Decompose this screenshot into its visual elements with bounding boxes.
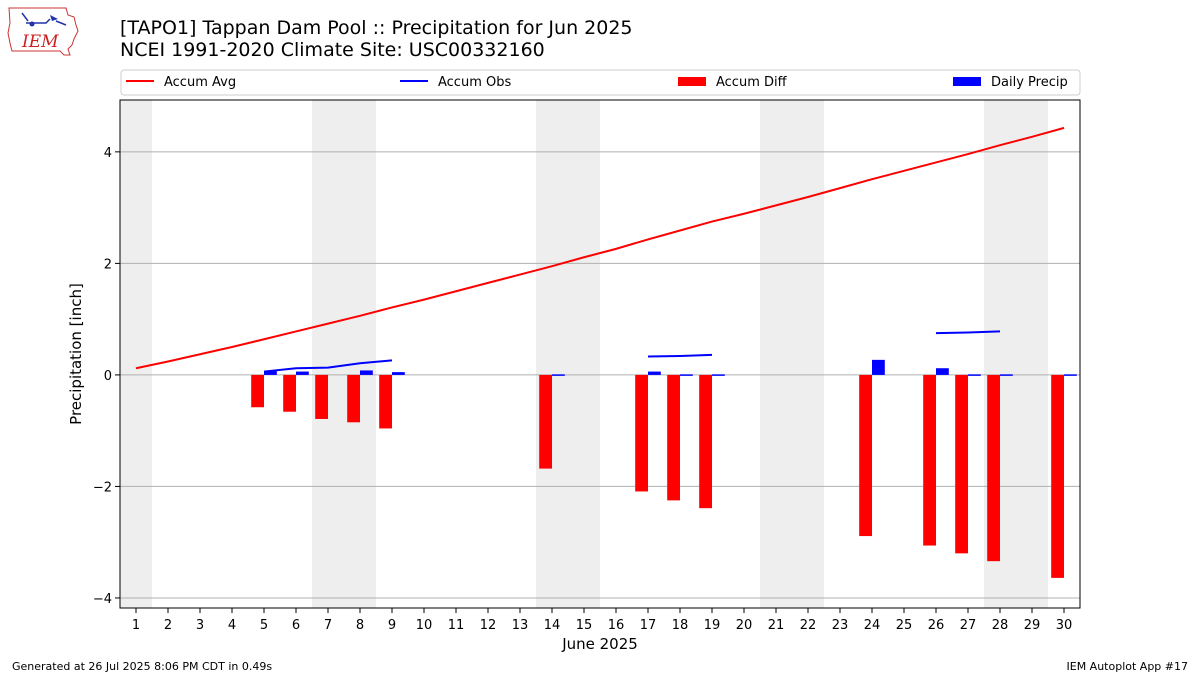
x-tick-label: 25: [896, 618, 913, 633]
daily-precip-bar: [552, 374, 565, 376]
daily-precip-bar: [872, 359, 885, 375]
accum-diff-bar: [379, 374, 392, 429]
x-tick-label: 22: [800, 618, 817, 633]
legend-label: Accum Diff: [716, 75, 788, 90]
accum-diff-bar: [347, 374, 360, 423]
x-tick-label: 29: [1024, 618, 1041, 633]
x-tick-label: 1: [132, 618, 140, 633]
daily-precip-bar: [680, 374, 693, 376]
x-tick-label: 28: [992, 618, 1009, 633]
accum-diff-bar: [699, 374, 712, 509]
accum-diff-bar: [1051, 374, 1064, 578]
accum-diff-bar: [923, 374, 936, 546]
chart-title: [TAPO1] Tappan Dam Pool :: Precipitation…: [120, 17, 633, 61]
x-tick-label: 4: [228, 618, 236, 633]
x-tick-label: 30: [1056, 618, 1073, 633]
legend-label: Accum Avg: [164, 75, 236, 90]
weekend-band: [760, 100, 824, 608]
x-tick-label: 23: [832, 618, 849, 633]
x-tick-label: 20: [736, 618, 753, 633]
weekend-band: [312, 100, 376, 608]
daily-precip-bar: [264, 371, 277, 375]
app-note: IEM Autoplot App #17: [1066, 660, 1189, 673]
y-axis-label: Precipitation [inch]: [67, 283, 85, 425]
daily-precip-bar: [968, 374, 981, 376]
accum-diff-bar: [955, 374, 968, 554]
y-tick-label: 4: [104, 146, 112, 161]
title-line-2: NCEI 1991-2020 Climate Site: USC00332160: [120, 39, 545, 61]
generated-note: Generated at 26 Jul 2025 8:06 PM CDT in …: [12, 660, 273, 673]
x-tick-label: 14: [544, 618, 561, 633]
x-tick-label: 15: [576, 618, 593, 633]
accum-diff-bar: [667, 374, 680, 501]
daily-precip-bar: [1000, 374, 1013, 376]
x-tick-label: 26: [928, 618, 945, 633]
x-tick-label: 10: [416, 618, 433, 633]
x-tick-label: 13: [512, 618, 529, 633]
x-tick-label: 9: [388, 618, 396, 633]
x-tick-label: 18: [672, 618, 689, 633]
legend-box: [120, 69, 1081, 96]
weekend-band: [120, 100, 152, 608]
weekend-band: [536, 100, 600, 608]
accum-diff-bar: [315, 374, 328, 419]
y-tick-label: 0: [104, 369, 112, 384]
x-tick-label: 24: [864, 618, 881, 633]
daily-precip-bar: [392, 372, 405, 375]
x-tick-label: 11: [448, 618, 465, 633]
daily-precip-bar: [648, 371, 661, 375]
daily-precip-bar: [360, 370, 373, 375]
x-tick-label: 7: [324, 618, 332, 633]
x-tick-label: 8: [356, 618, 364, 633]
accum-diff-bar: [251, 374, 264, 408]
iem-logo: IEM: [6, 5, 82, 63]
x-tick-label: 19: [704, 618, 721, 633]
legend-label: Accum Obs: [438, 75, 511, 90]
legend-label: Daily Precip: [991, 75, 1068, 90]
accum-diff-bar: [859, 374, 872, 537]
accum-obs-line: [263, 359, 393, 373]
accum-obs-line: [647, 353, 713, 358]
x-tick-label: 5: [260, 618, 268, 633]
y-tick-label: 2: [104, 257, 112, 272]
x-tick-label: 16: [608, 618, 625, 633]
x-tick-label: 2: [164, 618, 172, 633]
accum-diff-bar: [283, 374, 296, 412]
legend-bar-swatch: [678, 77, 706, 86]
daily-precip-bar: [1064, 374, 1077, 376]
accum-obs-line: [935, 330, 1001, 335]
accum-diff-bar: [987, 374, 1000, 562]
daily-precip-bar: [712, 374, 725, 376]
x-tick-label: 6: [292, 618, 300, 633]
plot-frame: [119, 99, 1081, 609]
daily-precip-bar: [296, 371, 309, 375]
x-tick-label: 3: [196, 618, 204, 633]
accum-diff-bar: [539, 374, 552, 469]
x-tick-label: 17: [640, 618, 657, 633]
accum-diff-bar: [635, 374, 648, 492]
x-axis-label: June 2025: [561, 635, 638, 653]
daily-precip-bar: [936, 368, 949, 375]
x-tick-label: 27: [960, 618, 977, 633]
y-tick-label: −2: [93, 480, 112, 495]
x-tick-label: 12: [480, 618, 497, 633]
title-line-1: [TAPO1] Tappan Dam Pool :: Precipitation…: [120, 17, 633, 39]
logo-text: IEM: [21, 32, 59, 52]
x-tick-label: 21: [768, 618, 785, 633]
legend-bar-swatch: [953, 77, 981, 86]
accum-avg-line: [135, 126, 1065, 370]
y-tick-label: −4: [93, 592, 112, 607]
